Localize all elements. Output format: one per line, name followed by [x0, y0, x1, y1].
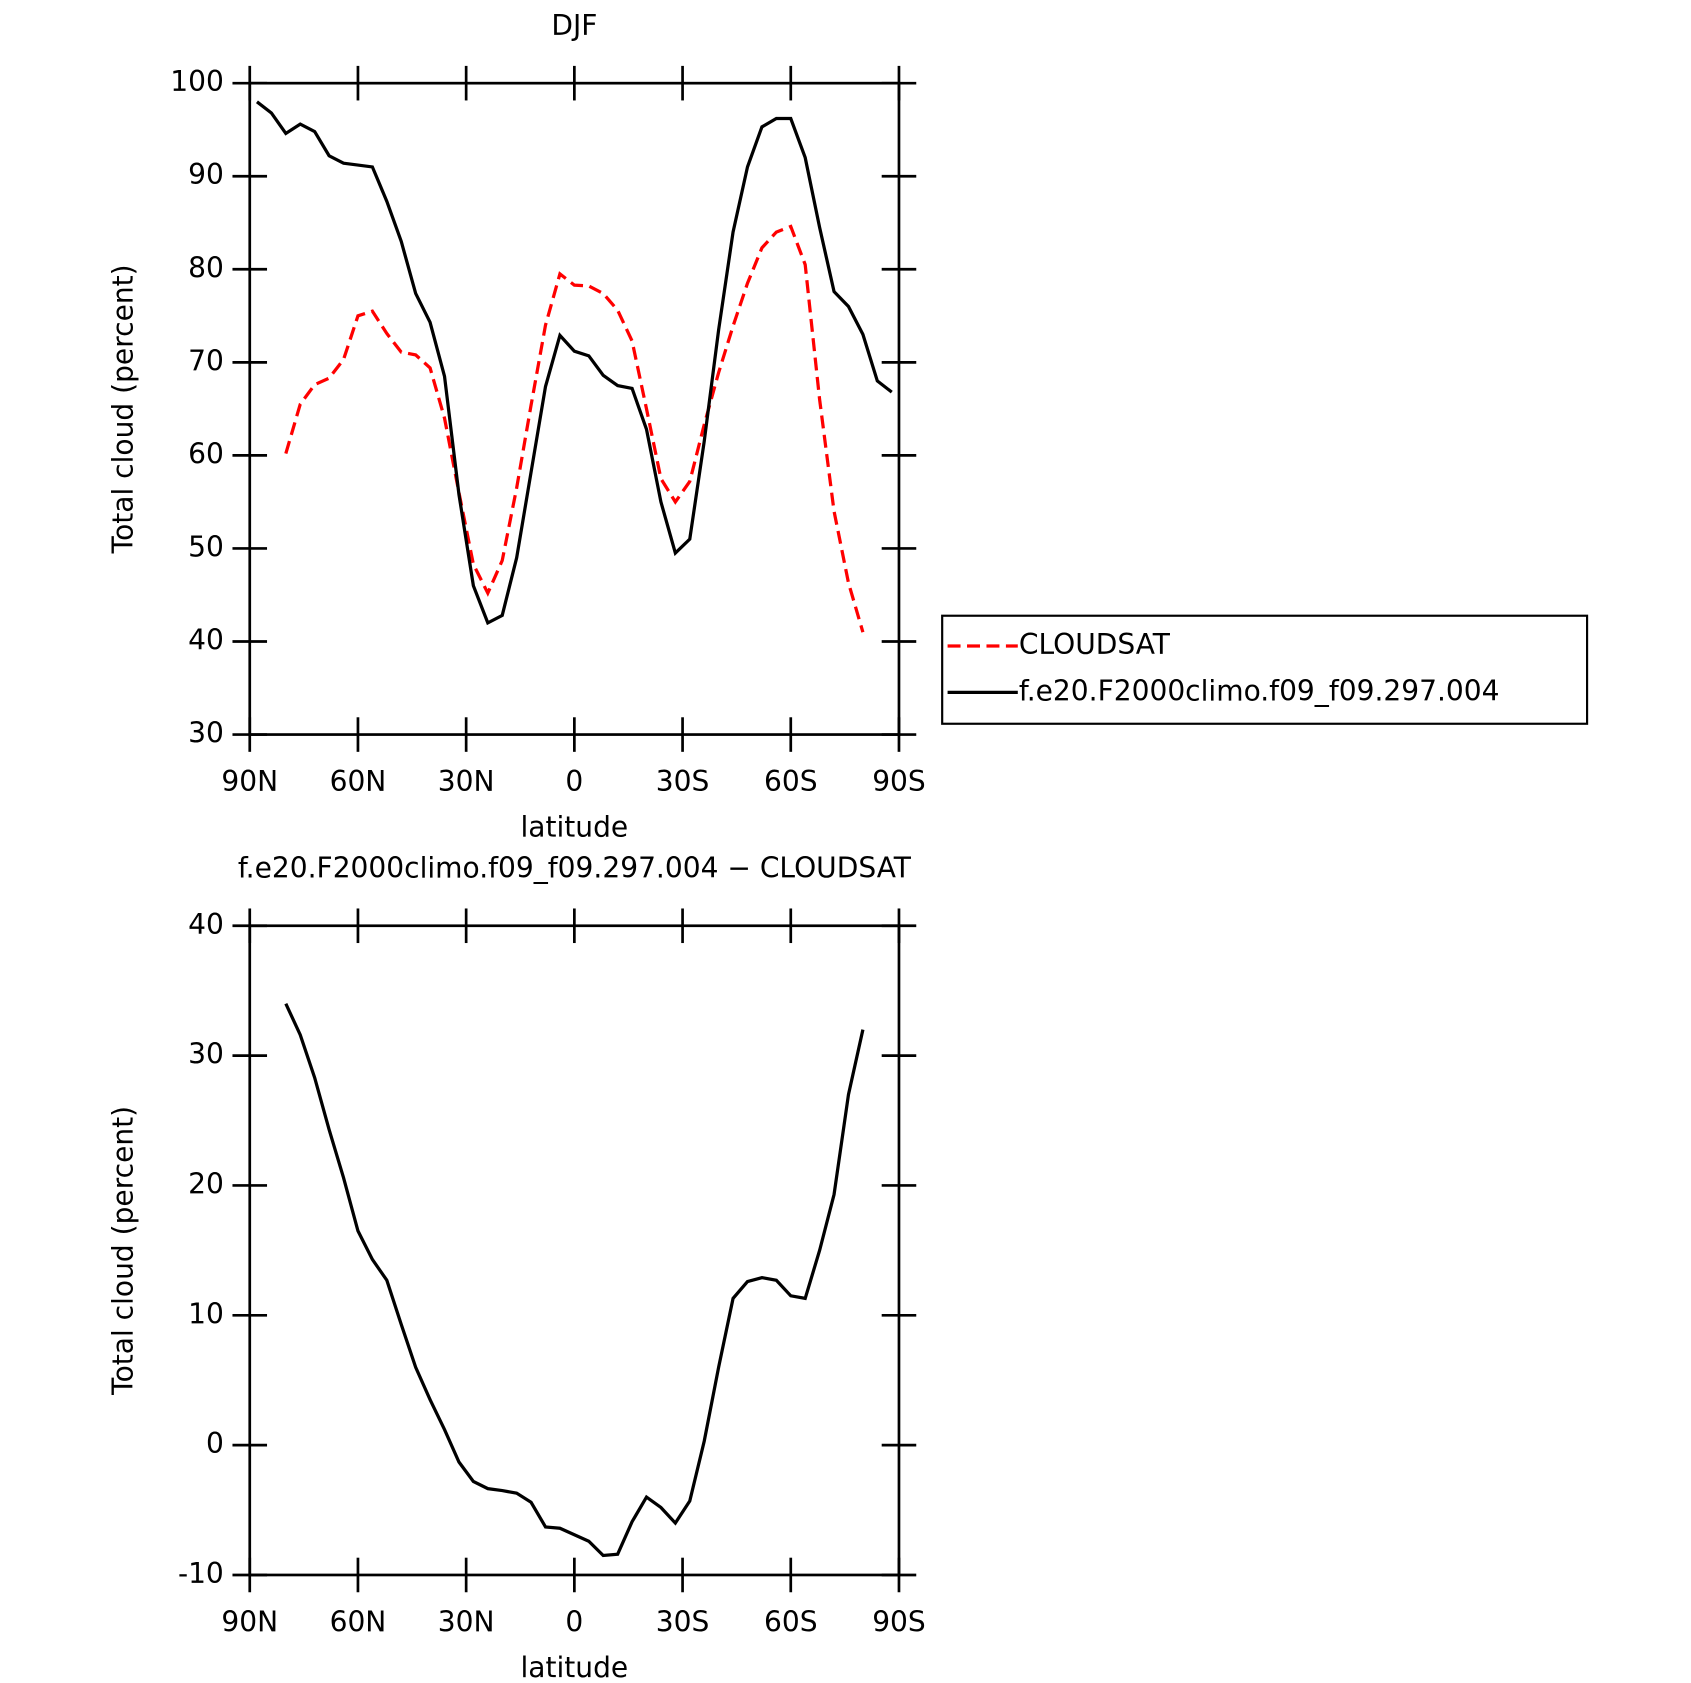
y-tick-label: 80 — [188, 251, 224, 284]
x-tick-label: 60N — [330, 765, 387, 798]
x-tick-label: 60N — [330, 1606, 387, 1639]
y-tick-label: 40 — [188, 624, 224, 657]
x-tick-label: 30S — [656, 765, 710, 798]
y-tick-label: 70 — [188, 344, 224, 377]
y-tick-label: 50 — [188, 530, 224, 563]
data-line — [284, 224, 865, 633]
x-tick-label: 0 — [565, 765, 583, 798]
x-tick-label: 90N — [221, 765, 278, 798]
x-tick-label: 90S — [872, 765, 926, 798]
y-axis-label: Total cloud (percent) — [106, 264, 139, 554]
x-axis-label: latitude — [520, 811, 628, 844]
x-tick-label: 90N — [221, 1606, 278, 1639]
y-tick-label: -10 — [178, 1557, 224, 1590]
y-tick-label: 40 — [188, 908, 224, 941]
x-tick-label: 60S — [764, 765, 818, 798]
y-tick-label: 90 — [188, 158, 224, 191]
y-tick-label: 30 — [188, 1038, 224, 1071]
plot-frame — [248, 924, 901, 1577]
chart-title: DJF — [551, 9, 597, 42]
x-tick-label: 90S — [872, 1606, 926, 1639]
legend-box — [941, 614, 1589, 725]
data-line — [284, 1002, 865, 1558]
y-tick-label: 30 — [188, 717, 224, 750]
y-tick-label: 100 — [170, 65, 224, 98]
x-tick-label: 30N — [438, 1606, 495, 1639]
legend-label: f.e20.F2000climo.f09_f09.297.004 — [1019, 674, 1500, 707]
chart-title: f.e20.F2000climo.f09_f09.297.004 − CLOUD… — [238, 852, 912, 885]
legend-label: CLOUDSAT — [1019, 628, 1171, 661]
y-tick-label: 10 — [188, 1297, 224, 1330]
x-tick-label: 30N — [438, 765, 495, 798]
y-tick-label: 0 — [206, 1427, 224, 1460]
y-tick-label: 60 — [188, 437, 224, 470]
plot-frame — [248, 81, 901, 736]
data-line — [255, 100, 893, 626]
x-axis-label: latitude — [520, 1651, 628, 1683]
x-tick-label: 0 — [565, 1606, 583, 1639]
y-axis-label: Total cloud (percent) — [106, 1106, 139, 1396]
x-tick-label: 60S — [764, 1606, 818, 1639]
x-tick-label: 30S — [656, 1606, 710, 1639]
y-tick-label: 20 — [188, 1167, 224, 1200]
